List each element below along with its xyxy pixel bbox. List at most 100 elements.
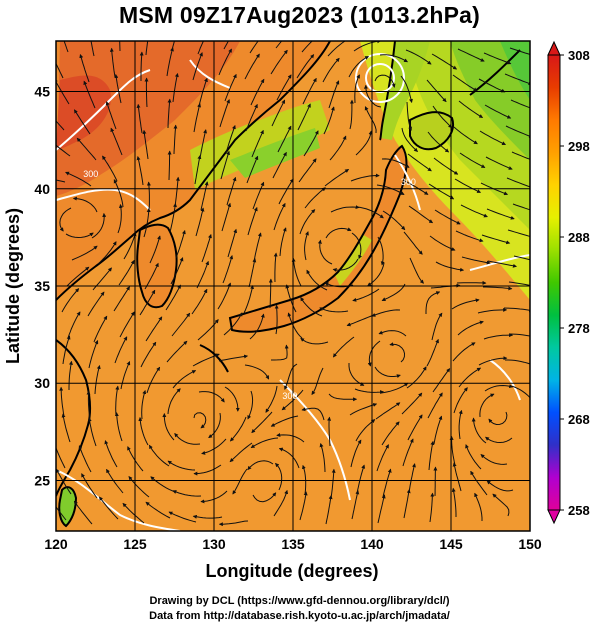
streamline (457, 320, 484, 336)
streamline (356, 206, 384, 219)
streamline (504, 73, 530, 86)
streamline (90, 41, 95, 57)
streamline (429, 492, 435, 523)
streamline (56, 179, 66, 183)
streamline (173, 124, 178, 155)
streamline (144, 262, 159, 290)
streamline (402, 438, 414, 467)
streamline (434, 209, 461, 225)
streamline (348, 56, 369, 78)
streamline (71, 245, 98, 261)
streamline (225, 124, 236, 154)
streamline (451, 298, 480, 310)
streamline (354, 74, 360, 104)
streamline (56, 468, 72, 495)
streamline (193, 412, 207, 429)
streamline (114, 336, 128, 364)
streamline (299, 209, 316, 235)
streamline (302, 464, 307, 495)
streamline (428, 183, 455, 200)
streamline (171, 312, 191, 337)
streamline (174, 176, 180, 207)
streamline (401, 392, 423, 415)
streamline (330, 468, 336, 499)
streamline (355, 419, 376, 442)
streamline (458, 409, 463, 440)
streamline (431, 312, 443, 341)
streamline (268, 278, 273, 309)
streamline (425, 291, 441, 314)
streamline (428, 440, 435, 471)
streamline (56, 440, 66, 469)
streamline (351, 232, 362, 260)
streamline (505, 125, 530, 138)
streamline (460, 204, 488, 218)
streamline (218, 354, 249, 362)
streamline (435, 261, 465, 272)
streamline (246, 155, 259, 184)
streamline (271, 99, 286, 127)
streamline (300, 337, 329, 345)
streamline (248, 258, 257, 288)
streamline (510, 99, 530, 109)
streamline (512, 203, 530, 211)
streamline (374, 74, 396, 88)
streamline (165, 284, 181, 311)
streamline (304, 231, 309, 261)
colorbar-max-arrow (547, 40, 561, 56)
streamline (148, 444, 170, 467)
streamline (505, 359, 530, 366)
streamline (470, 470, 488, 496)
streamline (65, 232, 94, 239)
y-tick-label: 45 (34, 84, 50, 100)
streamline (374, 366, 401, 379)
streamline (56, 120, 65, 131)
streamline (222, 255, 234, 284)
streamline (279, 227, 287, 257)
streamline (459, 152, 486, 169)
streamline (513, 255, 530, 261)
streamline (380, 382, 409, 394)
streamline (433, 157, 459, 175)
streamline (143, 208, 151, 238)
streamline (297, 103, 311, 131)
streamline (149, 235, 161, 264)
streamline (61, 413, 71, 443)
streamline (291, 257, 302, 287)
y-tick-labels: 25 30 35 40 45 (34, 84, 50, 489)
streamline (224, 386, 240, 412)
streamline (120, 360, 131, 390)
streamline (140, 341, 157, 368)
colorbar-gradient (547, 54, 561, 511)
streamline (479, 130, 507, 146)
streamline (113, 286, 130, 312)
streamline (452, 74, 478, 92)
streamline (73, 500, 93, 525)
streamline (486, 480, 514, 492)
streamline (299, 491, 308, 521)
streamline (167, 460, 196, 471)
streamline (150, 476, 176, 493)
streamline (104, 440, 118, 468)
streamline (78, 445, 92, 473)
streamline (142, 129, 149, 160)
streamline (136, 156, 144, 186)
streamline (198, 391, 225, 403)
streamline (471, 417, 487, 444)
streamline (62, 335, 71, 365)
streamline (114, 74, 122, 104)
streamline (298, 158, 317, 183)
streamline (367, 340, 381, 367)
streamline (113, 179, 124, 208)
streamline (479, 393, 495, 418)
streamline (355, 130, 373, 156)
streamline (432, 368, 451, 393)
streamline (484, 384, 514, 392)
streamline (65, 171, 92, 187)
streamline (350, 439, 362, 468)
streamline (138, 416, 149, 446)
colorbar-tick-label: 298 (568, 139, 590, 154)
streamline (402, 179, 429, 195)
streamline (274, 304, 279, 335)
streamline (63, 41, 69, 53)
